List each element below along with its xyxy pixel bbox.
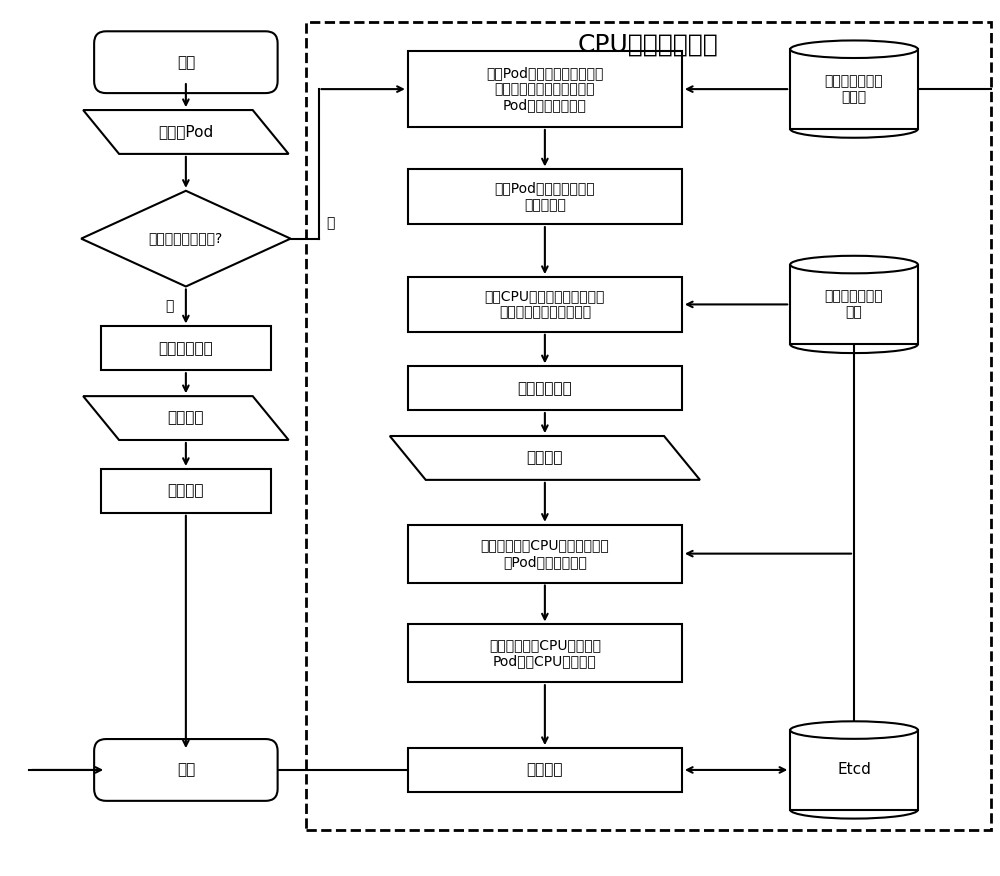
FancyBboxPatch shape [101,327,271,371]
Text: CPU异构集群调度: CPU异构集群调度 [578,32,718,56]
FancyBboxPatch shape [408,625,682,682]
Polygon shape [390,436,700,480]
Text: 其它调度流程: 其它调度流程 [159,341,213,356]
Polygon shape [83,396,289,440]
Text: 待部署Pod: 待部署Pod [158,124,214,139]
Text: 否: 否 [166,300,174,314]
FancyBboxPatch shape [101,469,271,512]
FancyBboxPatch shape [790,49,918,129]
FancyBboxPatch shape [94,739,278,801]
Text: 目标节点: 目标节点 [168,411,204,426]
FancyBboxPatch shape [408,277,682,332]
FancyBboxPatch shape [790,265,918,344]
FancyBboxPatch shape [94,32,278,93]
Text: 其它调度流程: 其它调度流程 [518,381,572,396]
Text: Etcd: Etcd [837,762,871,777]
Text: 节点绑定: 节点绑定 [168,484,204,498]
Text: 结点CPU资源数值转换，利用
转换后数值进行节点打分: 结点CPU资源数值转换，利用 转换后数值进行节点打分 [485,289,605,320]
Text: 结束: 结束 [177,762,195,777]
Text: 包含异构调度标签?: 包含异构调度标签? [149,231,223,245]
Text: 根据Pod内容器应用名查询多
架构容器镜像数据库并计算
Pod可部署架构集合: 根据Pod内容器应用名查询多 架构容器镜像数据库并计算 Pod可部署架构集合 [486,66,604,112]
Text: 节点绑定: 节点绑定 [527,762,563,777]
Text: 根据目标节点CPU架构更新待调
度Pod容器镜像配置: 根据目标节点CPU架构更新待调 度Pod容器镜像配置 [481,539,609,569]
Ellipse shape [790,40,918,58]
Polygon shape [83,110,289,154]
Text: 根据目标节点CPU性能更新
Pod容器CPU资源配置: 根据目标节点CPU性能更新 Pod容器CPU资源配置 [489,639,601,668]
Text: 集群节点性能信
息库: 集群节点性能信 息库 [825,289,883,320]
Text: 是: 是 [326,216,335,230]
Text: 目标节点: 目标节点 [527,450,563,465]
Text: 多架构容器镜像
信息库: 多架构容器镜像 信息库 [825,74,883,104]
Polygon shape [81,191,291,286]
Text: 开始: 开始 [177,54,195,70]
FancyBboxPatch shape [408,525,682,583]
Ellipse shape [790,256,918,273]
FancyBboxPatch shape [408,51,682,127]
Ellipse shape [790,721,918,738]
FancyBboxPatch shape [408,169,682,224]
FancyBboxPatch shape [408,366,682,410]
Text: 根据Pod可部署架构集合
对节点过滤: 根据Pod可部署架构集合 对节点过滤 [495,181,595,212]
FancyBboxPatch shape [408,748,682,792]
FancyBboxPatch shape [790,730,918,809]
